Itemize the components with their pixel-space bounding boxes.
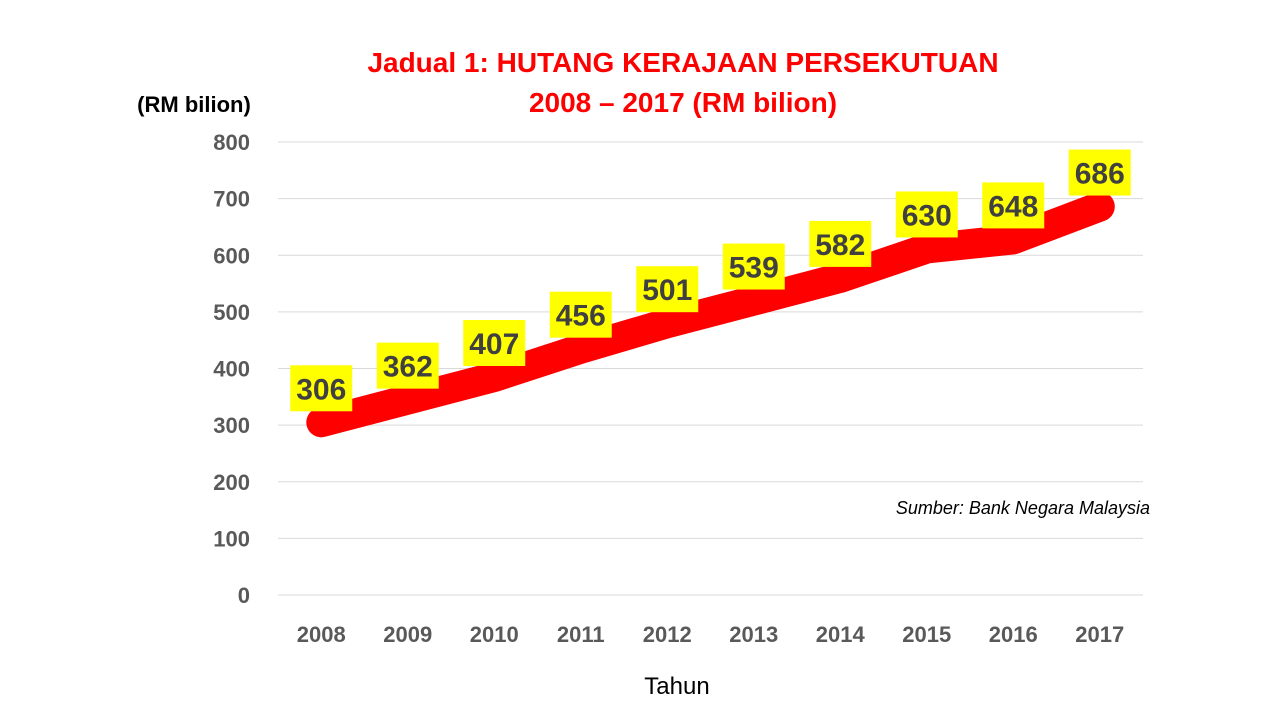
data-label-box [463,319,526,366]
x-tick-label: 2013 [729,622,778,647]
x-axis-title: Tahun [644,673,709,700]
data-label-box [982,182,1045,229]
x-tick-label: 2012 [643,622,692,647]
data-point [839,276,842,279]
data-point [579,347,582,350]
data-point [925,247,928,250]
data-label-box [636,266,699,313]
y-tick-label: 200 [213,470,250,495]
data-label: 686 [1075,158,1125,191]
data-label: 407 [469,328,519,361]
data-point [406,398,409,401]
y-axis-ticks: 0 100 200 300 400 500 600 700 800 [213,130,250,608]
x-tick-label: 2014 [816,622,866,647]
data-point [1012,238,1015,241]
data-label: 630 [902,199,952,232]
y-tick-label: 400 [213,357,250,382]
data-point [320,421,323,424]
data-label-box [549,291,612,338]
x-tick-label: 2011 [557,622,605,647]
data-label-box [895,191,958,238]
y-tick-label: 0 [238,583,250,608]
y-tick-label: 800 [213,130,250,155]
y-tick-label: 500 [213,300,250,325]
data-label: 456 [556,300,606,333]
data-point [666,322,669,325]
y-tick-label: 300 [213,413,250,438]
series-debt [306,191,1115,438]
source-note: Sumber: Bank Negara Malaysia [896,498,1150,518]
data-label-box [1068,149,1131,196]
y-tick-label: 600 [213,243,250,268]
y-axis-unit-label: (RM bilion) [137,92,251,117]
x-tick-label: 2016 [989,622,1038,647]
data-label-box [376,342,439,389]
series-line [306,191,1115,438]
data-label-box [722,243,785,290]
data-label: 306 [296,373,346,406]
x-tick-label: 2009 [383,622,432,647]
data-label: 539 [729,252,779,285]
data-labels: 306 362 407 456 501 539 582 630 648 686 [290,149,1131,412]
x-axis-ticks: 2008 2009 2010 2011 2012 2013 2014 2015 2016 2017 [297,622,1124,647]
data-label: 362 [383,351,433,384]
data-label: 648 [988,190,1038,223]
x-tick-label: 2017 [1075,622,1124,647]
data-label-box [290,365,353,412]
x-tick-label: 2010 [470,622,519,647]
data-label: 582 [815,229,865,262]
data-point [1098,205,1101,208]
chart-title-line2: 2008 – 2017 (RM bilion) [529,87,837,118]
x-tick-label: 2008 [297,622,346,647]
x-tick-label: 2015 [902,622,951,647]
data-point [493,375,496,378]
chart-title-line1: Jadual 1: HUTANG KERAJAAN PERSEKUTUAN [367,47,998,78]
y-tick-label: 100 [213,526,250,551]
data-label-box [809,220,872,267]
y-tick-label: 700 [213,187,250,212]
data-point [752,299,755,302]
data-label: 501 [642,274,692,307]
